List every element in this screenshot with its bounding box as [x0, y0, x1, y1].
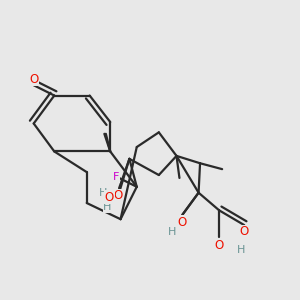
Text: O: O: [240, 225, 249, 239]
Text: O: O: [29, 73, 38, 86]
Text: H: H: [237, 245, 245, 255]
Text: O: O: [105, 190, 114, 204]
Text: H: H: [99, 188, 107, 198]
Text: O: O: [113, 189, 122, 202]
Text: H: H: [103, 202, 112, 212]
Text: H: H: [168, 227, 176, 237]
Text: F: F: [113, 172, 119, 182]
Text: O: O: [178, 216, 187, 229]
Text: O: O: [214, 239, 224, 252]
